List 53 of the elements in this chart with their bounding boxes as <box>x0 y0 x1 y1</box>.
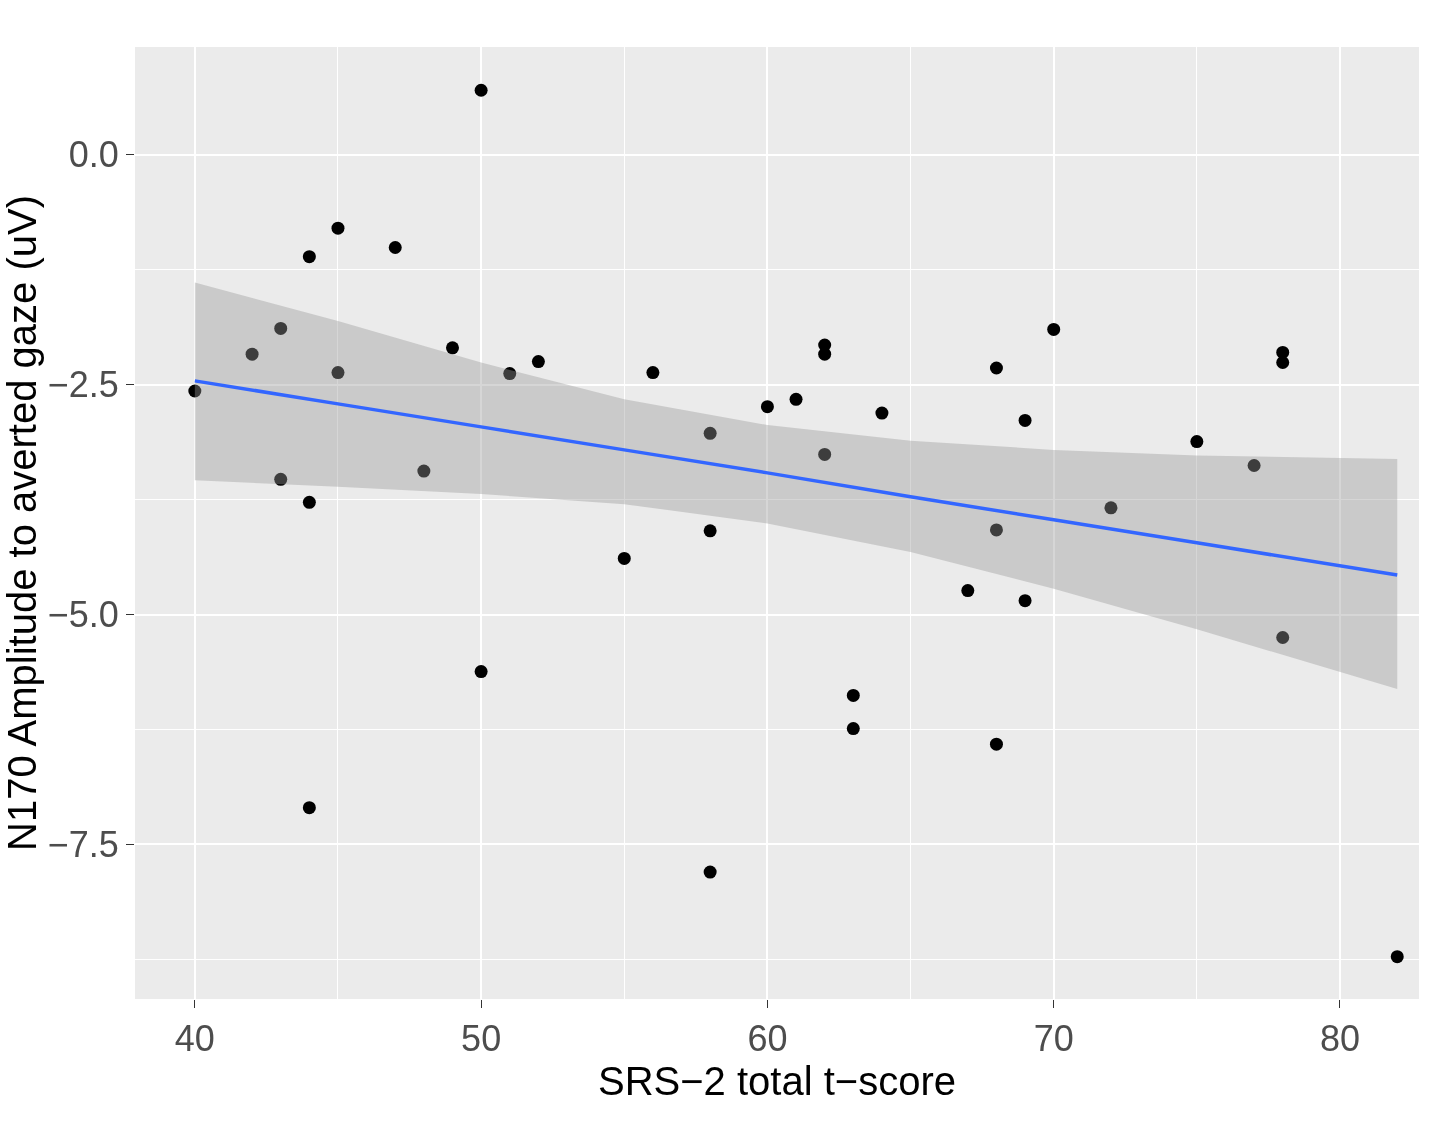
point <box>617 551 631 565</box>
point <box>417 464 431 478</box>
point <box>989 737 1003 751</box>
point <box>818 447 832 461</box>
point <box>1190 435 1204 449</box>
point <box>703 524 717 538</box>
point <box>646 366 660 380</box>
point <box>1247 459 1261 472</box>
point <box>388 241 402 255</box>
point <box>331 366 345 380</box>
point <box>274 472 288 486</box>
x-tick-label: 80 <box>1319 1018 1360 1060</box>
point <box>302 801 316 815</box>
point <box>789 392 803 406</box>
point <box>1047 322 1061 336</box>
point <box>703 426 717 440</box>
x-tick-label: 70 <box>1033 1018 1074 1060</box>
y-tick-label: −5.0 <box>47 594 119 636</box>
point <box>302 250 316 264</box>
point <box>331 221 345 235</box>
point <box>188 384 202 398</box>
point <box>245 347 259 361</box>
point <box>1390 950 1404 964</box>
point <box>989 361 1003 375</box>
x-tick-label: 60 <box>747 1018 788 1060</box>
y-tick-label: −7.5 <box>47 824 119 866</box>
point <box>274 321 288 335</box>
x-tick-label: 40 <box>174 1018 215 1060</box>
x-tick-label: 50 <box>461 1018 502 1060</box>
y-tick-label: −2.5 <box>47 364 119 406</box>
point <box>760 400 774 414</box>
point <box>474 83 488 97</box>
point <box>1276 355 1290 369</box>
point <box>302 495 316 509</box>
point <box>446 341 459 355</box>
y-axis-title: N170 Amplitude to averted gaze (uV) <box>0 195 44 851</box>
point <box>818 347 832 361</box>
point <box>961 584 975 598</box>
point <box>846 722 860 736</box>
point <box>1018 594 1032 608</box>
point <box>875 406 889 420</box>
point <box>1104 501 1118 515</box>
point <box>989 523 1003 537</box>
point <box>531 355 545 369</box>
line-series <box>193 379 1399 577</box>
point <box>703 865 717 879</box>
point <box>474 665 488 679</box>
point <box>503 367 517 381</box>
point <box>1018 413 1032 427</box>
x-axis-title: SRS−2 total t−score <box>598 1059 956 1104</box>
point <box>1276 631 1290 645</box>
point <box>846 688 860 702</box>
y-tick-label: 0.0 <box>68 134 119 176</box>
